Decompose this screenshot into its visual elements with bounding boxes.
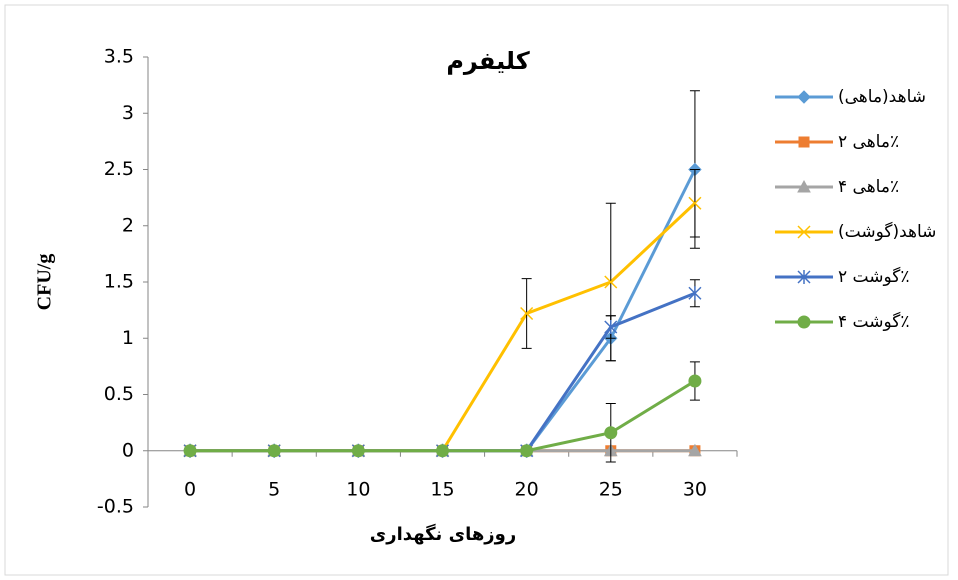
legend-marker xyxy=(797,315,811,329)
data-point xyxy=(436,444,449,458)
legend-marker xyxy=(797,179,811,193)
x-tick-label: 15 xyxy=(430,479,454,501)
y-tick-label: -0.5 xyxy=(97,496,134,518)
data-point xyxy=(688,443,702,457)
legend-label: ماهی ۲٪ xyxy=(838,132,899,152)
data-point xyxy=(604,426,618,440)
y-tick-label: 0 xyxy=(122,439,134,461)
legend-label: ماهی ۴٪ xyxy=(838,177,899,197)
data-point xyxy=(688,196,702,210)
data-point xyxy=(604,275,618,289)
data-point xyxy=(183,444,197,458)
legend-label: گوشت ۴٪ xyxy=(838,311,910,332)
x-tick-label: 30 xyxy=(683,479,707,501)
data-point xyxy=(688,286,702,301)
y-tick-label: 1.5 xyxy=(104,271,134,293)
legend-label: شاهد(گوشت) xyxy=(838,221,936,242)
x-tick-label: 10 xyxy=(346,479,370,501)
y-tick-label: 2.5 xyxy=(104,158,134,180)
chart-border xyxy=(4,4,949,576)
y-tick-label: 0.5 xyxy=(104,383,134,405)
legend-marker xyxy=(797,90,811,104)
data-point xyxy=(604,320,618,334)
data-point xyxy=(267,444,281,458)
legend-label: گوشت ۲٪ xyxy=(838,266,910,287)
x-tick-label: 0 xyxy=(184,479,196,501)
y-tick-label: 1 xyxy=(122,327,134,349)
x-tick-label: 25 xyxy=(599,479,623,501)
data-point xyxy=(688,374,702,388)
legend-marker xyxy=(797,270,811,284)
y-tick-label: 3 xyxy=(122,102,134,124)
y-axis-label: CFU/g xyxy=(34,254,56,311)
legend-marker xyxy=(797,225,811,239)
legend-label: شاهد(ماهی) xyxy=(838,87,926,107)
legend-marker xyxy=(798,136,810,148)
data-point xyxy=(351,444,365,458)
data-point xyxy=(520,444,534,458)
x-tick-label: 20 xyxy=(515,479,539,501)
x-tick-label: 5 xyxy=(268,479,280,501)
data-point xyxy=(520,306,534,321)
y-tick-label: 2 xyxy=(122,214,134,236)
x-axis-label: روزهای نگهداری xyxy=(370,523,516,545)
chart-title: کلیفرم xyxy=(446,47,529,75)
y-tick-label: 3.5 xyxy=(104,46,134,68)
